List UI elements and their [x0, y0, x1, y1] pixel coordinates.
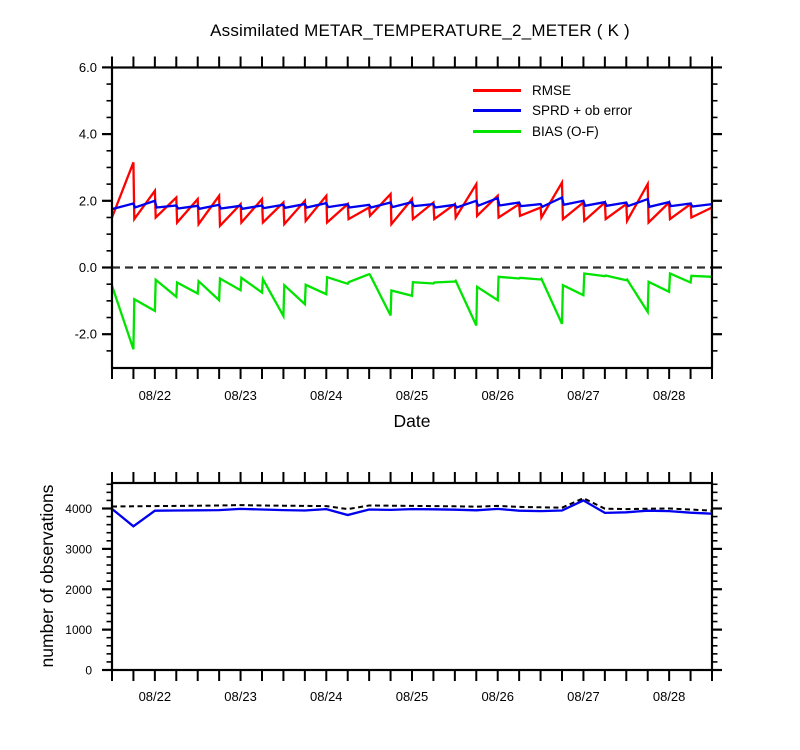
legend-label-bias: BIAS (O-F)	[532, 123, 599, 139]
y-tick-label: -2.0	[75, 327, 97, 342]
x-tick-label: 08/26	[481, 388, 514, 403]
x-tick-label: 08/27	[567, 388, 600, 403]
x-tick-label: 08/28	[653, 689, 686, 704]
x-tick-label: 08/25	[396, 388, 429, 403]
series-line-sprd-ob-error	[112, 195, 712, 211]
x-tick-label: 08/24	[310, 689, 343, 704]
series-line-observations-assimilated	[112, 499, 712, 528]
y-tick-label: 2000	[65, 583, 92, 597]
x-tick-label: 08/26	[481, 689, 514, 704]
legend-line-sprd-icon	[473, 109, 521, 113]
x-tick-label: 08/22	[139, 689, 172, 704]
legend-label-sprd: SPRD + ob error	[532, 103, 633, 119]
y-tick-label: 2.0	[79, 193, 97, 208]
legend-row-bias: BIAS (O-F)	[473, 121, 632, 142]
y-tick-label: 4.0	[79, 127, 97, 142]
chart-title: Assimilated METAR_TEMPERATURE_2_METER ( …	[210, 21, 630, 40]
series-line-bias-o-f-	[112, 271, 712, 350]
y-tick-label: 4000	[65, 502, 92, 516]
x-tick-label: 08/28	[653, 388, 686, 403]
x-tick-label: 08/27	[567, 689, 600, 704]
y-tick-label: 6.0	[79, 60, 97, 75]
y-tick-label: 1000	[65, 623, 92, 637]
y-tick-label: 0	[85, 664, 92, 678]
series-line-rmse	[112, 161, 712, 229]
series-line-observations-possible	[112, 497, 712, 512]
y-tick-label: 3000	[65, 542, 92, 556]
legend: RMSE SPRD + ob error BIAS (O-F)	[473, 80, 632, 142]
legend-label-rmse: RMSE	[532, 82, 572, 98]
x-tick-label: 08/23	[224, 689, 257, 704]
x-tick-label: 08/22	[139, 388, 172, 403]
x-tick-label: 08/25	[396, 689, 429, 704]
x-tick-label: 08/24	[310, 388, 343, 403]
legend-line-bias-icon	[473, 129, 521, 133]
y-axis-title-observations: number of observations	[37, 484, 57, 668]
y-tick-label: 0.0	[79, 260, 97, 275]
legend-line-rmse-icon	[473, 88, 521, 92]
x-axis-title: Date	[393, 411, 431, 431]
legend-row-sprd: SPRD + ob error	[473, 101, 632, 122]
legend-row-rmse: RMSE	[473, 80, 632, 101]
x-tick-label: 08/23	[224, 388, 257, 403]
